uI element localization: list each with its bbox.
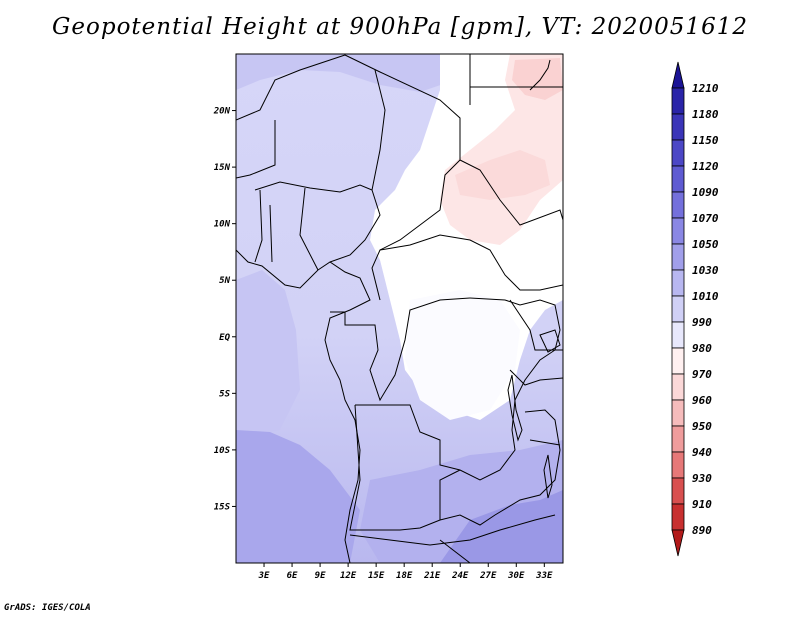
colorbar-label: 930 [692,472,712,485]
lat-tick-label: 20N [213,107,231,117]
height-field-980-north-east [512,58,563,100]
colorbar-label: 1150 [692,134,719,147]
colorbar-swatch [671,347,685,375]
colorbar-swatch [671,269,685,297]
height-field-980-sudan [455,150,550,200]
grads-credit: GrADS: IGES/COLA [4,603,91,613]
lon-tick-label: 30E [507,571,525,581]
colorbar-swatch [671,373,685,401]
colorbar-swatch [671,217,685,245]
lat-tick-label: 10N [214,220,231,230]
lon-tick-label: 3E [258,571,270,581]
colorbar-label: 1120 [692,160,719,173]
border-sudan-chad [459,159,563,226]
height-field-1030-west [236,270,300,440]
colorbar-swatch [671,321,685,349]
colorbar-triangle-top [671,61,685,89]
colorbar-label: 940 [692,446,712,459]
lat-tick-label: 5S [219,389,230,399]
lat-tick-label: 15N [214,163,231,173]
colorbar-swatch [671,87,685,115]
map-title: Geopotential Height at 900hPa [gpm], VT:… [52,14,748,40]
lon-tick-label: 33E [535,571,553,581]
colorbar-label: 1070 [692,212,719,225]
lake-tanganyika [507,374,523,442]
lat-tick-label: 5N [219,276,230,286]
colorbar-swatch [671,477,685,505]
colorbar-triangle-bottom [671,529,685,557]
red-sea-coast [529,59,551,91]
colorbar-swatch [671,451,685,479]
lake-malawi [543,454,553,499]
height-field-990-north-east [440,54,563,245]
colorbar-swatch [671,399,685,427]
colorbar-swatch [671,139,685,167]
lat-tick-label: 15S [214,502,231,512]
colorbar-label: 980 [692,342,712,355]
lon-tick-label: 27E [479,571,497,581]
colorbar-label: 1090 [692,186,719,199]
lon-tick-label: 18E [396,571,413,581]
border-nigeria [254,181,381,263]
colorbar-swatch [671,165,685,193]
border-niger-chad [344,54,461,301]
lon-tick-label: 9E [315,571,326,581]
colorbar-swatch [671,425,685,453]
border-angola [349,404,461,531]
border-zambia [439,409,561,526]
colorbar-label: 950 [692,420,712,433]
lon-tick-label: 24E [451,571,469,581]
border-east-africa [509,299,563,446]
height-field-1050-southwest [236,430,360,563]
colorbar-swatch [671,503,685,531]
colorbar-label: 1010 [692,290,719,303]
border-west-states [254,187,319,271]
height-field-1010-basin [405,290,520,420]
colorbar-label: 1030 [692,264,719,277]
height-field-1070-southeast [440,490,563,563]
height-field-1030-north [236,54,470,92]
colorbar-label: 1050 [692,238,719,251]
lat-tick-label: 10S [214,446,231,456]
colorbar-label: 890 [692,524,712,537]
lon-tick-label: 21E [423,571,441,581]
border-sahara [236,54,386,191]
lon-tick-label: 12E [340,571,357,581]
country-borders [236,54,563,563]
border-gabon-congo [330,297,471,402]
map-axes: 3E 6E 9E 12E 15E 18E 21E 24E 27E 30E 33E 20N 15N 10N 5… [213,107,553,581]
colorbar-label: 1210 [692,82,719,95]
lon-tick-label: 6E [287,571,298,581]
border-egypt-sudan [469,54,563,105]
colorbar-label: 990 [692,316,712,329]
plot-frame [235,53,564,564]
colorbar-swatch [671,113,685,141]
border-southern [349,514,556,563]
colorbar-label: 910 [692,498,712,511]
border-drc [355,297,561,481]
lat-tick-label: EQ [219,333,230,343]
map-plot-area [236,54,563,563]
colorbar-swatch [671,191,685,219]
colorbar-label: 960 [692,394,712,407]
lake-victoria [539,329,561,353]
colorbar-label: 970 [692,368,712,381]
colorbar-swatch [671,243,685,271]
colorbar-swatch [671,295,685,323]
lon-tick-label: 15E [368,571,385,581]
colorbar: 1210 1180 1150 1120 1090 1070 1050 1030 1010 990 9… [671,61,719,557]
border-car [379,234,563,291]
colorbar-label: 1180 [692,108,719,121]
